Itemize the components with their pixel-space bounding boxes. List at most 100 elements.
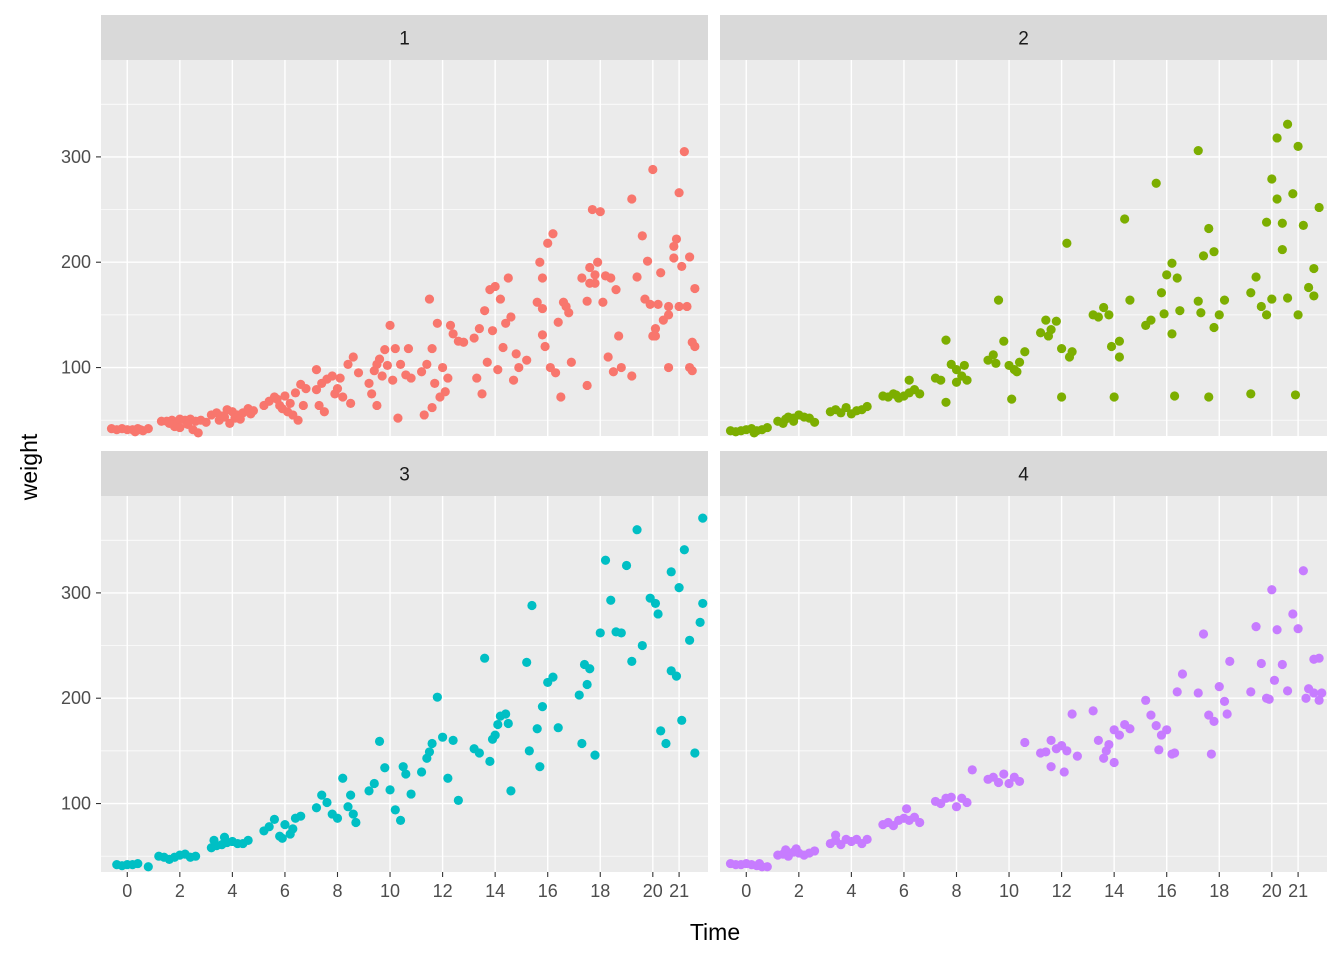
data-point xyxy=(951,802,962,812)
data-point xyxy=(388,375,398,385)
data-point xyxy=(1151,721,1161,731)
data-point xyxy=(1169,391,1180,401)
x-tick-label: 10 xyxy=(380,881,400,901)
data-point xyxy=(380,763,390,773)
data-point xyxy=(1099,302,1109,313)
x-tick-label: 2 xyxy=(794,881,804,901)
data-point xyxy=(432,692,442,702)
data-point xyxy=(674,301,684,312)
data-point xyxy=(353,368,364,378)
data-point xyxy=(621,560,632,571)
data-point xyxy=(472,373,482,383)
data-point xyxy=(690,283,700,294)
data-point xyxy=(1193,145,1203,156)
data-point xyxy=(1209,247,1219,257)
data-point xyxy=(637,231,647,241)
data-point xyxy=(645,299,655,309)
data-point xyxy=(1154,745,1164,755)
data-point xyxy=(653,609,663,619)
data-point xyxy=(537,303,548,314)
data-point xyxy=(377,371,387,381)
data-point xyxy=(611,285,621,295)
data-point xyxy=(390,805,400,815)
data-point xyxy=(164,418,174,428)
data-point xyxy=(1172,273,1182,283)
data-point xyxy=(679,545,689,555)
data-point xyxy=(416,767,427,777)
data-point xyxy=(1267,585,1277,595)
x-tick-label: 14 xyxy=(485,881,505,901)
points-group xyxy=(725,566,1327,872)
data-point xyxy=(548,672,558,682)
data-point xyxy=(522,355,532,365)
data-point xyxy=(962,375,972,385)
data-point xyxy=(831,830,841,840)
x-tick-label: 18 xyxy=(1209,881,1229,901)
data-point xyxy=(809,417,820,427)
y-tick-label: 300 xyxy=(61,583,91,603)
data-point xyxy=(448,329,458,339)
data-point xyxy=(535,257,545,267)
data-point xyxy=(606,595,616,605)
panel-background xyxy=(720,60,1327,436)
data-point xyxy=(1261,310,1272,320)
data-point xyxy=(791,844,801,854)
data-point xyxy=(762,862,772,872)
data-point xyxy=(493,365,503,375)
data-point xyxy=(175,422,185,433)
data-point xyxy=(690,341,700,352)
data-point xyxy=(781,414,791,424)
data-point xyxy=(915,389,925,399)
y-tick-label: 200 xyxy=(61,688,91,708)
data-point xyxy=(1043,331,1054,341)
data-point xyxy=(1251,621,1261,632)
data-point xyxy=(1167,258,1177,268)
data-point xyxy=(369,778,379,789)
data-point xyxy=(671,671,682,681)
data-point xyxy=(1225,656,1235,666)
data-point xyxy=(891,390,901,400)
data-point xyxy=(1222,709,1232,719)
y-axis-title: weight xyxy=(16,433,42,501)
data-point xyxy=(959,360,969,371)
data-point xyxy=(532,297,542,307)
y-tick-label: 100 xyxy=(61,794,91,814)
panel-background xyxy=(101,496,708,872)
data-point xyxy=(781,845,791,855)
data-point xyxy=(1309,688,1319,698)
data-point xyxy=(862,401,872,412)
data-point xyxy=(566,357,576,367)
data-point xyxy=(809,846,820,856)
facet-strip-bg xyxy=(101,15,708,60)
data-point xyxy=(656,268,666,278)
data-point xyxy=(1151,178,1161,188)
data-point xyxy=(135,425,146,435)
x-tick-label: 4 xyxy=(227,881,237,901)
data-point xyxy=(590,270,600,280)
data-point xyxy=(1214,310,1224,320)
data-point xyxy=(330,389,340,399)
data-point xyxy=(385,785,395,795)
data-point xyxy=(627,194,637,204)
data-point xyxy=(1251,272,1261,282)
data-point xyxy=(1309,291,1319,301)
data-point xyxy=(991,358,1001,368)
data-point xyxy=(277,833,287,843)
data-point xyxy=(1114,336,1125,346)
x-tick-label: 4 xyxy=(846,881,856,901)
data-point xyxy=(319,407,329,417)
data-point xyxy=(946,792,956,802)
data-point xyxy=(508,375,519,385)
data-point xyxy=(1146,315,1156,325)
data-point xyxy=(1062,238,1072,248)
data-point xyxy=(272,394,282,404)
facet-strip-label: 2 xyxy=(1018,29,1029,50)
data-point xyxy=(480,306,490,316)
data-point xyxy=(1272,194,1282,204)
x-tick-label: 20 xyxy=(643,881,663,901)
panels-layer: 1 2 3 4 xyxy=(101,15,1327,872)
data-point xyxy=(1196,308,1206,318)
data-point xyxy=(487,734,498,744)
data-point xyxy=(663,362,674,373)
